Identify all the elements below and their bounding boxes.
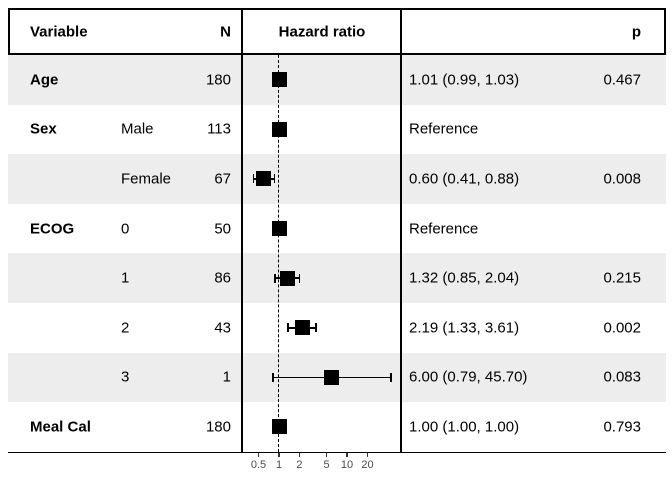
- variable-label: Age: [30, 71, 59, 89]
- axis-tick: [346, 453, 348, 457]
- variable-label: Sex: [30, 120, 57, 138]
- header-separator: [8, 53, 666, 55]
- axis-tick-label: 10: [340, 459, 354, 471]
- hr-point-square: [256, 171, 272, 187]
- ci-cap-high: [273, 174, 276, 184]
- level-label: Male: [121, 120, 154, 138]
- table-row-meal-cal: Meal Cal 180 1.00 (1.00, 1.00) 0.793: [8, 402, 666, 452]
- table-row-age: Age 180 1.01 (0.99, 1.03) 0.467: [8, 55, 666, 105]
- table-row-ecog-3: 3 1 6.00 (0.79, 45.70) 0.083: [8, 352, 666, 403]
- p-value: 0.215: [603, 269, 641, 287]
- table-row-ecog-2: 2 43 2.19 (1.33, 3.61) 0.002: [8, 302, 666, 353]
- axis-tick-label: 1: [275, 459, 283, 471]
- table-body: Age 180 1.01 (0.99, 1.03) 0.467 Sex Male…: [8, 55, 666, 452]
- hr-point-square: [271, 72, 287, 88]
- estimate-label: 6.00 (0.79, 45.70): [409, 368, 528, 386]
- column-divider-left: [241, 8, 243, 453]
- axis-tick-label: 20: [361, 459, 374, 471]
- header-p: p: [631, 23, 641, 40]
- table-header: Variable N Hazard ratio p: [8, 10, 666, 53]
- estimate-label: 1.01 (0.99, 1.03): [409, 71, 520, 89]
- estimate-label: 0.60 (0.41, 0.88): [409, 170, 520, 188]
- n-value: 43: [214, 319, 231, 337]
- p-value: 0.083: [603, 368, 641, 386]
- n-value: 113: [207, 120, 231, 138]
- n-value: 180: [205, 71, 231, 89]
- p-value: 0.008: [603, 170, 641, 188]
- n-value: 67: [214, 170, 231, 188]
- axis-tick: [257, 453, 260, 457]
- header-hazard-ratio: Hazard ratio: [278, 23, 366, 40]
- hr-marker: [8, 204, 666, 254]
- p-value: 0.002: [603, 319, 641, 337]
- estimate-label: 1.00 (1.00, 1.00): [409, 418, 520, 436]
- level-label: Female: [121, 170, 172, 188]
- estimate-label: Reference: [409, 220, 479, 238]
- n-value: 1: [222, 368, 231, 386]
- hr-point-square: [279, 270, 295, 286]
- n-value: 180: [205, 418, 231, 436]
- variable-label: Meal Cal: [30, 418, 91, 436]
- hr-point-square: [294, 320, 310, 336]
- ci-cap-low: [252, 174, 255, 184]
- axis-tick: [298, 453, 301, 457]
- axis-tick: [278, 453, 280, 457]
- level-label: 2: [121, 319, 130, 337]
- ci-cap-low: [274, 273, 276, 283]
- n-value: 50: [214, 220, 231, 238]
- n-value: 86: [214, 269, 231, 287]
- table-row-sex-female: Female 67 0.60 (0.41, 0.88) 0.008: [8, 154, 666, 204]
- header-n: N: [220, 23, 231, 40]
- table-row-sex-male: Sex Male 113 Reference: [8, 104, 666, 155]
- hr-marker: [8, 303, 666, 353]
- ci-cap-high: [390, 372, 392, 382]
- p-value: 0.793: [603, 418, 641, 436]
- hr-marker: [8, 105, 666, 155]
- table-row-ecog-1: 1 86 1.32 (0.85, 2.04) 0.215: [8, 253, 666, 303]
- level-label: 0: [121, 220, 130, 238]
- p-value: 0.467: [603, 71, 641, 89]
- estimate-label: Reference: [409, 120, 479, 138]
- level-label: 1: [121, 269, 130, 287]
- header-variable: Variable: [30, 23, 88, 40]
- reference-line: [278, 55, 280, 452]
- axis-tick-label: 0.5: [250, 459, 267, 471]
- hr-marker: [8, 402, 666, 452]
- axis-tick: [325, 453, 328, 457]
- hr-marker: [8, 253, 666, 303]
- hr-point-square: [324, 369, 340, 385]
- hr-marker: [8, 353, 666, 403]
- variable-label: ECOG: [30, 220, 75, 238]
- estimate-label: 1.32 (0.85, 2.04): [409, 269, 520, 287]
- axis-tick-label: 2: [296, 459, 303, 471]
- column-divider-right: [399, 8, 402, 453]
- hr-marker: [8, 154, 666, 204]
- ci-cap-low: [287, 323, 289, 333]
- ci-cap-high: [315, 323, 317, 333]
- axis-tick: [366, 453, 369, 457]
- axis-tick-label: 5: [323, 459, 330, 471]
- hr-marker: [8, 55, 666, 105]
- ci-cap-low: [272, 372, 274, 382]
- table-row-ecog-0: ECOG 0 50 Reference: [8, 203, 666, 254]
- estimate-label: 2.19 (1.33, 3.61): [409, 319, 520, 337]
- level-label: 3: [121, 368, 130, 386]
- ci-cap-high: [298, 273, 301, 283]
